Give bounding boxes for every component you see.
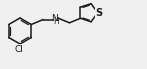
Text: Cl: Cl xyxy=(15,45,23,53)
Text: H: H xyxy=(53,17,59,26)
Text: S: S xyxy=(96,8,103,18)
Text: N: N xyxy=(51,14,58,23)
